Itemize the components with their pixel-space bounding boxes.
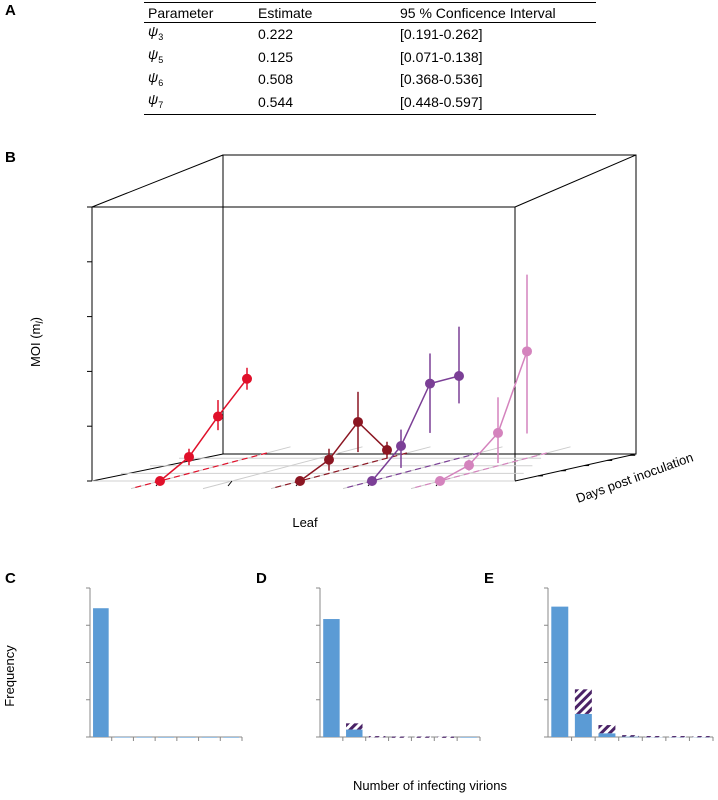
param-symbol: ψ (148, 91, 159, 108)
table-header-row: Parameter Estimate 95 % Conficence Inter… (144, 2, 596, 23)
data-point (367, 476, 377, 486)
param-estimate: 0.222 (258, 25, 294, 42)
bar-hatched (346, 723, 363, 730)
param-estimate: 0.125 (258, 48, 294, 65)
bar-hatched (437, 736, 454, 738)
data-point (184, 451, 194, 462)
bar-hatched (574, 689, 592, 714)
data-point (454, 371, 464, 381)
data-point (155, 476, 165, 486)
data-point (493, 427, 503, 438)
bar-hatched (669, 736, 687, 738)
series-line (299, 420, 388, 482)
box-front-frame (91, 154, 637, 482)
bar (622, 736, 639, 738)
param-symbol: ψ (148, 45, 159, 62)
series-line (159, 378, 248, 482)
param-estimate: 0.508 (258, 71, 294, 88)
frequency-axis-label: Frequency (2, 645, 17, 707)
param-subscript: 5 (158, 54, 164, 65)
days-axis-ticks (538, 454, 636, 477)
data-point (353, 416, 363, 427)
param-symbol: ψ (148, 23, 159, 39)
parameter-table: Parameter Estimate 95 % Conficence Inter… (144, 2, 596, 116)
panel-c-bar-chart (86, 587, 243, 741)
series-line (439, 351, 528, 482)
bar (598, 733, 616, 737)
data-point (522, 346, 532, 357)
param-symbol: ψ (148, 68, 159, 85)
panel-label-a: A (5, 2, 16, 19)
data-point (396, 441, 406, 451)
header-ci: 95 % Conficence Interval (396, 2, 596, 23)
table-row: ψ7 0.544 [0.448-0.597] (144, 91, 596, 116)
param-estimate: 0.544 (254, 91, 396, 116)
bar (136, 736, 153, 738)
panel-label-b: B (5, 149, 16, 166)
param-ci: [0.191-0.262] (400, 25, 483, 42)
panel-label-c: C (5, 570, 16, 587)
data-point (382, 444, 392, 455)
param-subscript: 3 (158, 31, 164, 42)
moi-series (135, 274, 549, 489)
bar-hatched (622, 735, 639, 737)
panel-e-bar-chart (544, 587, 714, 741)
data-point (425, 378, 435, 389)
param-ci: [0.071-0.138] (400, 48, 483, 65)
virions-axis-label: Number of infecting virions (353, 778, 507, 793)
param-ci: [0.448-0.597] (396, 91, 596, 116)
series-leaf-5 (275, 391, 409, 489)
bar (460, 737, 477, 738)
series-leaf-7 (415, 274, 549, 489)
bar-hatched (598, 725, 616, 734)
y-axis-label: MOI (ml) (28, 317, 46, 367)
data-point (435, 476, 445, 486)
bar (158, 737, 174, 738)
table-row: ψ6 0.508 [0.368-0.536] (144, 69, 596, 92)
x-axis-label: Leaf (292, 515, 318, 530)
bar-hatched (368, 736, 386, 738)
bar-hatched (692, 736, 710, 738)
data-point (464, 460, 474, 471)
bar (114, 736, 131, 738)
bar (93, 608, 109, 737)
bar-hatched (391, 736, 409, 738)
param-ci: [0.368-0.536] (400, 71, 483, 88)
bar (551, 606, 569, 737)
leaf-tick-mark (227, 480, 233, 487)
y-axis-ticks (87, 206, 92, 482)
bar (179, 737, 196, 738)
header-estimate: Estimate (254, 2, 396, 23)
bar (201, 737, 218, 738)
series-leaf-6 (347, 326, 481, 489)
panel-label-e: E (484, 570, 495, 587)
table-row: ψ3 0.222 [0.191-0.262] (144, 23, 596, 46)
z-axis-label: Days post inoculation (574, 449, 695, 505)
table-row: ψ5 0.125 [0.071-0.138] (144, 46, 596, 69)
panel-b-3d-plot: MOI (ml) Leaf Days post inoculation (28, 154, 695, 530)
bar-hatched (414, 736, 432, 738)
data-point (324, 454, 334, 465)
floor-leaf-line (202, 446, 363, 490)
header-parameter: Parameter (144, 2, 254, 23)
series-leaf-3 (135, 367, 269, 489)
bar-hatched (645, 736, 663, 738)
series-line (371, 375, 460, 482)
data-point (295, 476, 305, 486)
bar (223, 737, 239, 738)
bar (323, 619, 340, 737)
param-subscript: 6 (158, 77, 164, 88)
panel-label-d: D (256, 570, 267, 587)
bar (346, 729, 363, 737)
data-point (213, 411, 223, 422)
data-point (242, 373, 252, 384)
panel-d-bar-chart (316, 587, 481, 741)
bar (574, 713, 592, 737)
param-subscript: 7 (158, 100, 164, 111)
